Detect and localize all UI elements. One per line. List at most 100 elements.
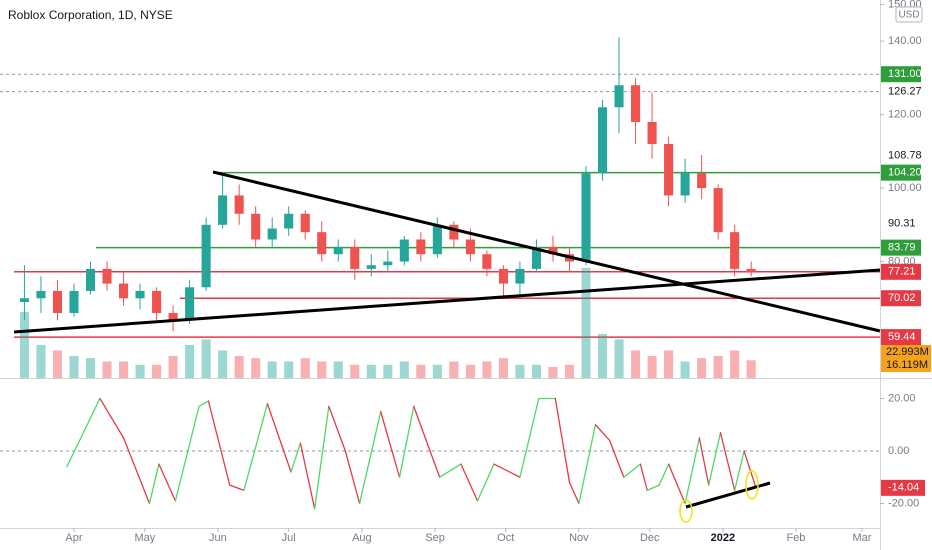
y-tick-label: 20.00 [888, 392, 916, 404]
volume-bar [614, 339, 624, 378]
volume-ma-label: 22.993M [886, 346, 929, 358]
level-label-box [881, 164, 921, 181]
oscillator-segment [207, 400, 231, 486]
volume-bar [581, 267, 591, 378]
volume-bar [664, 350, 674, 378]
candle-body [581, 173, 591, 262]
y-tick-label: 150.00 [888, 0, 922, 10]
oscillator-segment [568, 481, 580, 505]
level-label-box [881, 239, 921, 256]
level-label-box [881, 147, 921, 164]
candle-body [383, 261, 393, 266]
volume [19, 267, 756, 378]
volume-bar [152, 364, 162, 378]
volume-bar [482, 361, 492, 378]
x-tick-label: Dec [640, 532, 660, 544]
level-label: 131.00 [888, 68, 922, 80]
volume-bar [350, 364, 360, 378]
candle-body [366, 265, 376, 269]
volume-bar [317, 361, 327, 378]
volume-bar [218, 350, 228, 378]
level-label-box [881, 66, 921, 83]
oscillator-segment [358, 410, 382, 505]
candle-body [432, 224, 442, 255]
oscillator-segment [743, 450, 757, 489]
oscillator-segment [299, 442, 316, 510]
candle-body [300, 213, 310, 233]
level-label: 108.78 [888, 150, 922, 162]
volume-bar [300, 358, 310, 378]
last-value-box [881, 479, 925, 496]
y-tick-label: 140.00 [888, 35, 922, 47]
oscillator-segment [198, 400, 210, 408]
candle-body [267, 228, 277, 240]
oscillator-segment [266, 403, 292, 473]
oscillator-segment [313, 405, 330, 510]
volume-bar [746, 360, 756, 378]
oscillator-segment [608, 439, 625, 478]
candle-body [168, 312, 178, 321]
highlight [679, 499, 693, 523]
candle-body [152, 290, 162, 313]
candle-body [350, 246, 360, 269]
volume-bar [465, 364, 475, 378]
candle-body [317, 232, 327, 255]
oscillator-segment [684, 437, 700, 505]
candle-body [697, 173, 707, 189]
volume-ma-box [881, 345, 931, 359]
oscillator-segment [639, 463, 648, 492]
oscillator-segment [646, 484, 660, 492]
oscillator-segment [99, 397, 125, 439]
volume-bar [284, 361, 294, 378]
candle-body [201, 224, 211, 288]
volume-bar [647, 355, 657, 378]
volume-bar [713, 355, 723, 378]
candle-body [251, 213, 261, 240]
candle-body [680, 173, 690, 196]
x-tick-label: Jun [209, 532, 227, 544]
candle-body [102, 268, 112, 284]
volume-bar [564, 364, 575, 378]
oscillator-segment [667, 463, 686, 505]
volume-bar [730, 350, 740, 378]
x-tick-label: 2022 [711, 532, 735, 544]
oscillator-segment [719, 431, 736, 492]
level-label: 90.31 [888, 218, 916, 230]
x-tick-label: Sep [425, 532, 445, 544]
oscillator-segment [734, 450, 745, 492]
candle-body [416, 239, 426, 255]
x-tick-label: Apr [65, 532, 82, 544]
volume-bar [498, 358, 508, 378]
candle-body [19, 298, 29, 302]
candle-body [399, 239, 409, 262]
level-label: 126.27 [888, 85, 922, 97]
trend-line [685, 481, 771, 509]
oscillator-segment [554, 397, 571, 484]
oscillator-segment [243, 403, 269, 492]
level-label-box [881, 83, 921, 100]
candle-body [69, 290, 79, 313]
oscillator-segment [578, 424, 597, 505]
level-label: 59.44 [888, 331, 916, 343]
oscillator [0, 397, 880, 510]
oscillator-segment [519, 397, 540, 478]
candle-body [135, 290, 145, 299]
x-tick-label: Jul [282, 532, 296, 544]
oscillator-segment [398, 405, 415, 478]
volume-bar [383, 364, 393, 378]
candle-body [119, 283, 129, 299]
volume-bar [515, 364, 525, 378]
volume-bar [449, 361, 459, 378]
oscillator-segment [66, 397, 101, 468]
chart-title: Roblox Corporation, 1D, NYSE [8, 8, 173, 22]
oscillator-segment [439, 463, 462, 478]
x-tick-label: Oct [497, 532, 514, 544]
volume-bar [399, 361, 409, 378]
last-value-label: -14.04 [888, 482, 919, 494]
oscillator-segment [229, 484, 245, 492]
candle-body [515, 268, 525, 284]
volume-bar [680, 361, 690, 378]
level-label: 104.20 [888, 167, 922, 179]
candle-body [333, 246, 343, 255]
